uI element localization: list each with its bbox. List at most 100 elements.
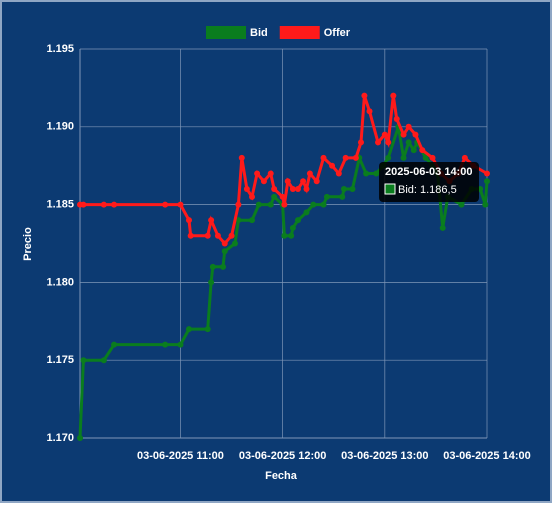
data-point	[235, 217, 242, 224]
data-point	[221, 248, 228, 255]
data-point	[221, 240, 228, 247]
data-point	[254, 170, 261, 177]
data-point	[271, 193, 278, 200]
data-point	[243, 186, 250, 193]
data-point	[281, 232, 288, 239]
data-point	[363, 170, 370, 177]
data-point	[100, 201, 107, 208]
data-point	[255, 201, 262, 208]
data-point	[310, 201, 317, 208]
data-point	[80, 357, 87, 364]
data-point	[162, 341, 169, 348]
data-point	[300, 178, 307, 185]
data-point	[320, 201, 327, 208]
tooltip-swatch	[384, 183, 396, 195]
data-point	[162, 201, 169, 208]
data-point	[484, 170, 490, 177]
data-point	[208, 279, 215, 286]
data-point	[405, 139, 412, 146]
data-point	[439, 224, 446, 231]
data-point	[294, 186, 301, 193]
data-point	[335, 170, 342, 177]
data-point	[410, 147, 417, 154]
data-point	[385, 154, 392, 161]
y-tick-label: 1.175	[46, 354, 74, 366]
data-point	[461, 154, 468, 161]
data-point	[405, 123, 412, 130]
data-point	[80, 201, 87, 208]
data-point	[271, 186, 278, 193]
x-tick-label: 03-06-2025 11:00	[137, 450, 224, 462]
data-point	[303, 209, 310, 216]
data-point	[381, 131, 388, 138]
data-point	[393, 116, 400, 123]
data-point	[77, 435, 83, 441]
y-tick-label: 1.185	[46, 199, 74, 211]
data-point	[209, 263, 216, 270]
data-point	[349, 186, 356, 193]
data-point	[412, 131, 419, 138]
data-point	[238, 154, 245, 161]
data-point	[482, 201, 489, 208]
data-point	[342, 154, 349, 161]
data-point	[267, 170, 274, 177]
y-tick-label: 1.190	[46, 121, 74, 133]
data-point	[289, 224, 296, 231]
legend-swatch	[279, 26, 320, 39]
data-point	[177, 341, 184, 348]
data-point	[329, 162, 336, 169]
x-axis-title: Fecha	[265, 470, 298, 482]
data-point	[361, 92, 368, 99]
data-point	[204, 232, 211, 239]
tooltip-label: Bid: 1.186,5	[398, 184, 457, 196]
data-point	[323, 193, 330, 200]
data-point	[429, 154, 436, 161]
data-point	[185, 326, 192, 333]
data-point	[313, 178, 320, 185]
legend-label: Bid	[250, 27, 268, 39]
data-point	[187, 232, 194, 239]
data-point	[235, 201, 242, 208]
data-point	[267, 201, 274, 208]
data-point	[339, 193, 346, 200]
data-point	[375, 139, 382, 146]
legend-swatch	[206, 26, 246, 39]
data-point	[185, 217, 192, 224]
data-point	[390, 92, 397, 99]
data-point	[419, 147, 426, 154]
y-tick-label: 1.170	[46, 432, 74, 444]
legend-label: Offer	[324, 27, 351, 39]
data-point	[289, 186, 296, 193]
y-tick-label: 1.195	[46, 43, 74, 55]
data-point	[294, 217, 301, 224]
data-point	[248, 193, 255, 200]
tooltip-box	[379, 162, 479, 202]
data-point	[284, 178, 291, 185]
data-point	[231, 240, 238, 247]
data-point	[352, 154, 359, 161]
data-point	[208, 217, 215, 224]
y-axis-title: Precio	[22, 227, 34, 261]
data-point	[204, 326, 211, 333]
data-point	[100, 357, 107, 364]
data-point	[260, 178, 267, 185]
x-tick-label: 03-06-2025 14:00	[443, 450, 530, 462]
data-point	[458, 201, 465, 208]
x-tick-label: 03-06-2025 12:00	[239, 450, 326, 462]
data-point	[306, 170, 313, 177]
data-point	[288, 232, 295, 239]
y-tick-label: 1.180	[46, 276, 74, 288]
data-point	[177, 201, 184, 208]
data-point	[111, 201, 118, 208]
data-point	[484, 178, 490, 185]
data-point	[373, 170, 380, 177]
data-point	[366, 108, 373, 115]
data-point	[340, 186, 347, 193]
data-point	[320, 154, 327, 161]
data-point	[228, 232, 235, 239]
data-point	[357, 139, 364, 146]
data-point	[111, 341, 118, 348]
